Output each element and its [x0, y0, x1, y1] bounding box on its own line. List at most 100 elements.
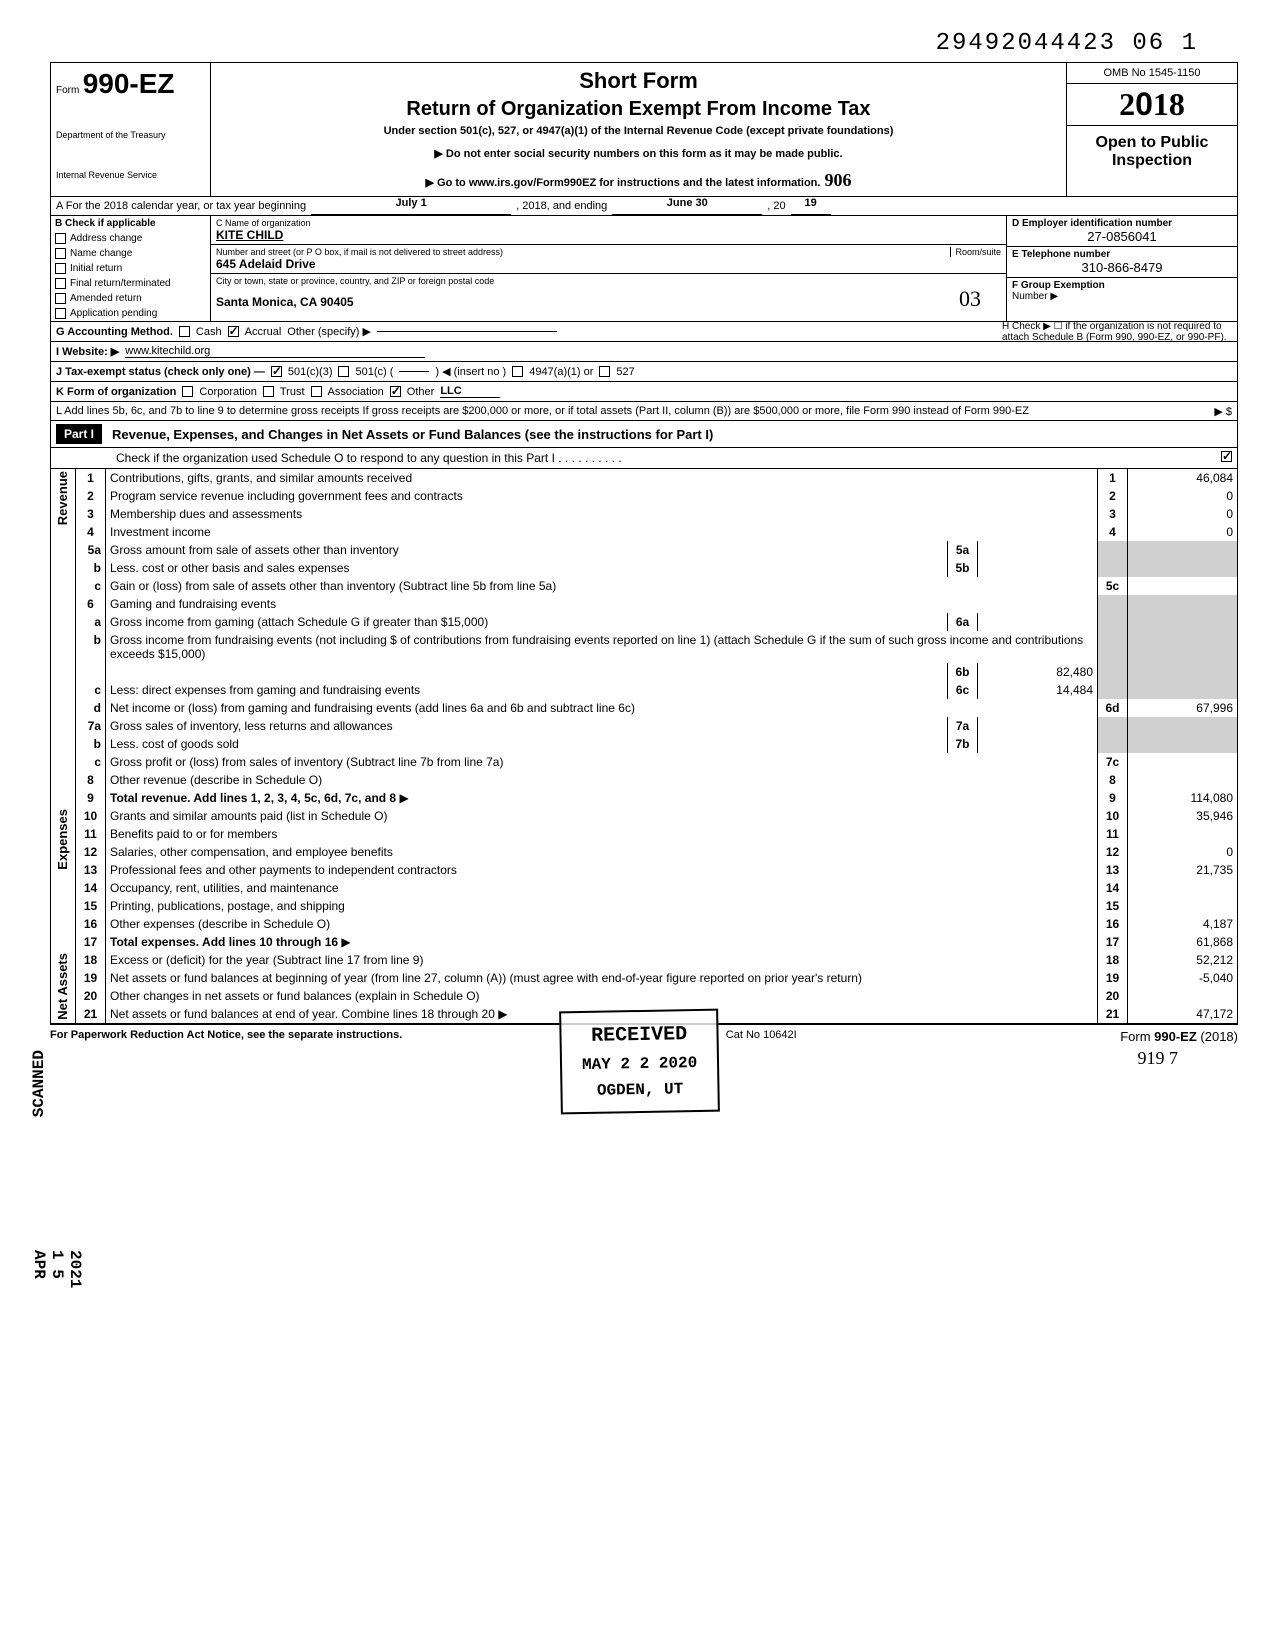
org-name: KITE CHILD [216, 228, 1001, 242]
line-2-desc: Program service revenue including govern… [110, 489, 463, 503]
form-header: Form 990-EZ Department of the Treasury I… [50, 62, 1238, 197]
netassets-label: Net Assets [55, 953, 70, 1020]
subtitle: Under section 501(c), 527, or 4947(a)(1)… [221, 125, 1056, 137]
open-public-2: Inspection [1071, 152, 1233, 170]
handwritten-906: 906 [824, 170, 851, 191]
e-label: E Telephone number [1012, 249, 1232, 260]
check-501c[interactable] [338, 366, 349, 377]
org-address: 645 Adelaid Drive [216, 257, 1001, 271]
h-text: H Check ▶ ☐ if the organization is not r… [1002, 321, 1232, 343]
line-3-val: 0 [1128, 505, 1238, 523]
check-assoc[interactable] [311, 386, 322, 397]
dept-irs: Internal Revenue Service [56, 170, 205, 180]
line-7c-desc: Gross profit or (loss) from sales of inv… [110, 755, 503, 769]
line-6d-desc: Net income or (loss) from gaming and fun… [110, 701, 635, 715]
misc-section: G Accounting Method. Cash Accrual Other … [50, 322, 1238, 421]
check-schedule-o[interactable] [1221, 451, 1232, 462]
line-17-desc: Total expenses. Add lines 10 through 16 [110, 935, 338, 949]
check-trust[interactable] [263, 386, 274, 397]
footer-mid: Cat No 10642I [726, 1029, 797, 1044]
j-label: J Tax-exempt status (check only one) — [56, 366, 265, 378]
return-title: Return of Organization Exempt From Incom… [221, 98, 1056, 121]
part1-label: Part I [56, 424, 102, 444]
label-name-change: Name change [70, 248, 132, 259]
line-21-val: 47,172 [1128, 1005, 1238, 1024]
label-amended-return: Amended return [70, 293, 142, 304]
c-label: C Name of organization [216, 218, 1001, 228]
document-number: 29492044423 06 1 [50, 30, 1238, 57]
line-6c-desc: Less: direct expenses from gaming and fu… [110, 683, 420, 697]
label-insert: ) ◀ (insert no ) [435, 365, 506, 378]
instruction-1: ▶ Do not enter social security numbers o… [221, 147, 1056, 160]
other-org-value: LLC [440, 385, 500, 398]
tax-year: 20201818 [1067, 84, 1237, 126]
check-4947[interactable] [512, 366, 523, 377]
omb-number: OMB No 1545-1150 [1067, 63, 1237, 84]
label-other-method: Other (specify) ▶ [287, 325, 371, 338]
footer-right: Form 990-EZ (2018) [1120, 1029, 1238, 1044]
line-5c-desc: Gain or (loss) from sale of assets other… [110, 579, 556, 593]
line-1-desc: Contributions, gifts, grants, and simila… [110, 471, 412, 485]
b-label: B Check if applicable [51, 216, 210, 231]
line-10-desc: Grants and similar amounts paid (list in… [110, 809, 387, 823]
check-application-pending[interactable] [55, 308, 66, 319]
label-527: 527 [616, 366, 634, 378]
label-501c: 501(c) ( [355, 366, 393, 378]
line-7b-desc: Less. cost of goods sold [110, 737, 239, 751]
check-cash[interactable] [179, 326, 190, 337]
line-11-desc: Benefits paid to or for members [110, 827, 277, 841]
check-address-change[interactable] [55, 233, 66, 244]
line-12-desc: Salaries, other compensation, and employ… [110, 845, 393, 859]
d-label: D Employer identification number [1012, 218, 1232, 229]
label-other-org: Other [407, 386, 435, 398]
f-label2: Number ▶ [1012, 291, 1232, 302]
instruction-2: ▶ Go to www.irs.gov/Form990EZ for instru… [426, 176, 821, 189]
check-final-return[interactable] [55, 278, 66, 289]
short-form-title: Short Form [221, 68, 1056, 94]
line-6b-desc: Gross income from fundraising events (no… [110, 633, 1083, 661]
check-name-change[interactable] [55, 248, 66, 259]
label-application-pending: Application pending [70, 308, 157, 319]
line-21-desc: Net assets or fund balances at end of ye… [110, 1007, 495, 1021]
phone: 310-866-8479 [1012, 260, 1232, 275]
row-a-prefix: A For the 2018 calendar year, or tax yea… [51, 197, 311, 215]
line-17-val: 61,868 [1128, 933, 1238, 951]
label-final-return: Final return/terminated [70, 278, 171, 289]
handwritten-bottom: 919 7 [50, 1048, 1238, 1069]
part1-title: Revenue, Expenses, and Changes in Net As… [112, 427, 713, 442]
line-14-desc: Occupancy, rent, utilities, and maintena… [110, 881, 339, 895]
check-accrual[interactable] [228, 326, 239, 337]
l-text: L Add lines 5b, 6c, and 7b to line 9 to … [56, 405, 1029, 417]
line-12-val: 0 [1128, 843, 1238, 861]
g-label: G Accounting Method. [56, 326, 173, 338]
row-a-mid: , 2018, and ending [511, 197, 612, 215]
line-8-desc: Other revenue (describe in Schedule O) [110, 773, 322, 787]
check-501c3[interactable] [271, 366, 282, 377]
i-label: I Website: ▶ [56, 345, 119, 358]
label-corp: Corporation [199, 386, 256, 398]
check-initial-return[interactable] [55, 263, 66, 274]
tax-year-end: June 30 [612, 197, 762, 215]
line-9-val: 114,080 [1128, 789, 1238, 807]
city-label: City or town, state or province, country… [216, 276, 1001, 286]
line-5b-desc: Less. cost or other basis and sales expe… [110, 561, 349, 575]
handwritten-03: 03 [959, 286, 981, 312]
line-6b-val: 82,480 [978, 663, 1098, 681]
check-527[interactable] [599, 366, 610, 377]
line-13-val: 21,735 [1128, 861, 1238, 879]
ein: 27-0856041 [1012, 229, 1232, 244]
l-arrow: ▶ $ [1214, 405, 1232, 418]
line-19-desc: Net assets or fund balances at beginning… [110, 971, 862, 985]
line-3-desc: Membership dues and assessments [110, 507, 302, 521]
revenue-label: Revenue [55, 471, 70, 525]
row-a-suffix: , 20 [762, 197, 790, 215]
label-initial-return: Initial return [70, 263, 122, 274]
label-assoc: Association [328, 386, 384, 398]
check-corp[interactable] [182, 386, 193, 397]
check-amended-return[interactable] [55, 293, 66, 304]
website: www.kitechild.org [125, 345, 425, 358]
check-other-org[interactable] [390, 386, 401, 397]
label-cash: Cash [196, 326, 222, 338]
line-6c-val: 14,484 [978, 681, 1098, 699]
addr-label: Number and street (or P O box, if mail i… [216, 247, 1001, 257]
